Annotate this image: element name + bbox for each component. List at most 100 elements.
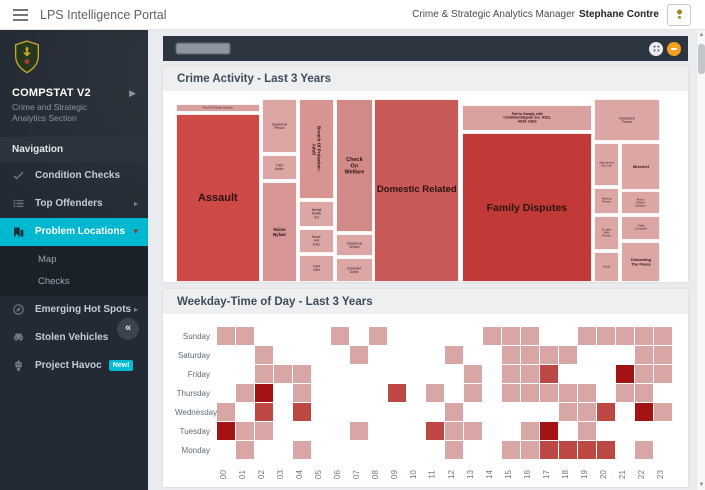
sidebar-item-emerging-hot-spots[interactable]: Emerging Hot Spots ▸ <box>0 296 148 324</box>
heatmap-cell-tuesday-17 <box>540 422 558 440</box>
treemap-block-mental-health-act[interactable]: Mental Health Act <box>298 201 334 227</box>
treemap-block-noise-bylaw[interactable]: Noise Bylaw <box>261 181 297 282</box>
scrollbar-thumb[interactable] <box>698 44 705 74</box>
treemap-block-theft-of-motor-vehicle[interactable]: Theft Of Motor Vehicle <box>176 103 260 112</box>
treemap-block-domestic-related[interactable]: Domestic Related <box>374 99 460 282</box>
heatmap-cell-wednesday-20 <box>597 403 615 421</box>
heatmap-cell-saturday-04 <box>293 346 311 364</box>
treemap-block-unwanted-guest[interactable]: Unwanted Guest <box>335 257 373 282</box>
grid-dots-button[interactable] <box>649 41 663 56</box>
treemap-block-trouble-with-person[interactable]: Trouble With Person <box>594 215 620 250</box>
heatmap-cell-sunday-02 <box>255 327 273 345</box>
chevron-right-icon: ▸ <box>133 305 138 315</box>
treemap-block-label: Theft Over <box>312 264 320 273</box>
treemap-block-fail-to-comply-with-conditions-appear-sec-hs22-hs34-hs22[interactable]: Fail to Comply with Conditions/Appear se… <box>461 105 593 132</box>
heatmap-cell-friday-14 <box>483 365 501 383</box>
treemap-block-traffic-complaint[interactable]: Traffic Complaint <box>621 215 660 240</box>
treemap-block-breach-of-probation-adult[interactable]: Breach Of Probation - Adult <box>298 99 334 200</box>
heatmap-cell-tuesday-07 <box>350 422 368 440</box>
sidebar-item-top-offenders[interactable]: Top Offenders ▸ <box>0 190 148 218</box>
heatmap-tick: 09 <box>389 470 399 479</box>
treemap-block-disturbing-the-peace[interactable]: Disturbing The Peace <box>621 241 660 282</box>
heatmap-cell-sunday-22 <box>635 327 653 345</box>
heatmap-cell-sunday-16 <box>521 327 539 345</box>
heatmap-cell-wednesday-15 <box>502 403 520 421</box>
sidebar-item-problem-locations[interactable]: Problem Locations ▾ <box>0 217 148 246</box>
heatmap-tick: 18 <box>560 470 570 479</box>
sidebar-item-stolen-vehicles[interactable]: Stolen Vehicles <box>0 324 148 352</box>
heatmap-cell-tuesday-16 <box>521 422 539 440</box>
heatmap-cell-sunday-03 <box>274 327 292 345</box>
heatmap-cell-wednesday-09 <box>388 403 406 421</box>
heatmap-cell-tuesday-03 <box>274 422 292 440</box>
heatmap-cell-sunday-20 <box>597 327 615 345</box>
heatmap-cell-wednesday-16 <box>521 403 539 421</box>
treemap-block-mischief[interactable]: Mischief <box>621 143 660 190</box>
heatmap-cell-monday-12 <box>445 441 463 459</box>
heatmap-cell-friday-22 <box>635 365 653 383</box>
treemap-block-suspicious-person[interactable]: Suspicious Person <box>261 99 297 154</box>
treemap-block-theft-over[interactable]: Theft Over <box>298 254 334 282</box>
nav-section-label: Navigation <box>0 136 148 162</box>
heatmap-cell-saturday-07 <box>350 346 368 364</box>
sidebar-collapse-button[interactable]: « <box>117 318 139 340</box>
heatmap-cell-friday-20 <box>597 365 615 383</box>
heatmap-row-monday: Monday <box>175 441 680 460</box>
sidebar-item-label: Top Offenders <box>35 198 103 210</box>
treemap-block-motor-vehicle-collision[interactable]: Motor Vehicle Collision <box>621 191 660 214</box>
heatmap-cell-monday-08 <box>369 441 387 459</box>
heatmap-cell-sunday-00 <box>217 327 235 345</box>
treemap-block-abandoned-911-call[interactable]: Abandoned 911 Call <box>594 143 620 186</box>
sidebar-item-condition-checks[interactable]: Condition Checks <box>0 162 148 190</box>
scroll-down-arrow-icon[interactable]: ▼ <box>698 482 705 488</box>
heatmap-tick: 05 <box>313 470 323 479</box>
treemap-block-theft-under[interactable]: Theft Under <box>261 155 297 180</box>
heatmap-cell-saturday-08 <box>369 346 387 364</box>
heatmap-cell-tuesday-01 <box>236 422 254 440</box>
heatmap-cell-tuesday-10 <box>407 422 425 440</box>
sidebar-subitem-checks[interactable]: Checks <box>38 275 70 287</box>
treemap-block-fraud[interactable]: Fraud <box>594 251 620 282</box>
list-icon <box>12 197 26 211</box>
treemap-block-family-disputes[interactable]: Family Disputes <box>461 133 593 282</box>
profile-badge-button[interactable] <box>667 3 691 26</box>
scroll-up-arrow-icon[interactable]: ▲ <box>698 32 705 38</box>
treemap-block-assault[interactable]: Assault <box>176 114 260 282</box>
treemap-block-break-and-enter[interactable]: Break And Enter <box>298 228 334 253</box>
heatmap-cell-wednesday-19 <box>578 403 596 421</box>
treemap-block-missing-person[interactable]: Missing Person <box>594 187 620 214</box>
page-scrollbar[interactable]: ▲ ▼ <box>696 30 705 490</box>
hamburger-menu-icon[interactable] <box>12 8 30 22</box>
treemap-block-intoxicated-person[interactable]: Intoxicated Person <box>594 99 660 142</box>
heatmap-row-tuesday: Tuesday <box>175 422 680 441</box>
treemap-block-label: Traffic Complaint <box>634 224 647 231</box>
heatmap-cell-thursday-00 <box>217 384 235 402</box>
minimize-button[interactable] <box>667 41 681 56</box>
heatmap-cell-monday-21 <box>616 441 634 459</box>
heatmap-row-sunday: Sunday <box>175 327 680 346</box>
heatmap-row-label: Friday <box>187 370 210 379</box>
chevron-right-icon[interactable]: ▶ <box>129 87 136 98</box>
heatmap-cell-thursday-04 <box>293 384 311 402</box>
treemap-block-label: Theft Of Motor Vehicle <box>202 106 233 110</box>
heatmap-cell-friday-15 <box>502 365 520 383</box>
treemap-block-label: Abandoned 911 Call <box>599 161 614 168</box>
heatmap-cell-sunday-04 <box>293 327 311 345</box>
heatmap-cell-tuesday-14 <box>483 422 501 440</box>
grid-dots-icon <box>653 45 659 52</box>
sidebar-item-label: Condition Checks <box>35 170 121 182</box>
sidebar: COMPSTAT V2 ▶ Crime and Strategic Analyt… <box>0 30 148 490</box>
treemap-block-check-on-welfare[interactable]: Check On Welfare <box>335 99 373 232</box>
treemap-block-suspicious-vehicle[interactable]: Suspicious Vehicle <box>335 233 373 256</box>
sidebar-app-name: COMPSTAT V2 <box>12 87 91 99</box>
heatmap-cell-monday-23 <box>654 441 672 459</box>
user-role: Crime & Strategic Analytics Manager <box>412 9 575 20</box>
heatmap-cell-monday-16 <box>521 441 539 459</box>
sidebar-brand: COMPSTAT V2 ▶ Crime and Strategic Analyt… <box>0 30 148 137</box>
heatmap-cell-tuesday-13 <box>464 422 482 440</box>
sidebar-subitem-map[interactable]: Map <box>38 253 57 265</box>
sidebar-item-project-havoc[interactable]: Project Havoc New! <box>0 352 148 380</box>
heatmap-row-friday: Friday <box>175 365 680 384</box>
heatmap-tick: 12 <box>446 470 456 479</box>
heatmap-cell-monday-13 <box>464 441 482 459</box>
